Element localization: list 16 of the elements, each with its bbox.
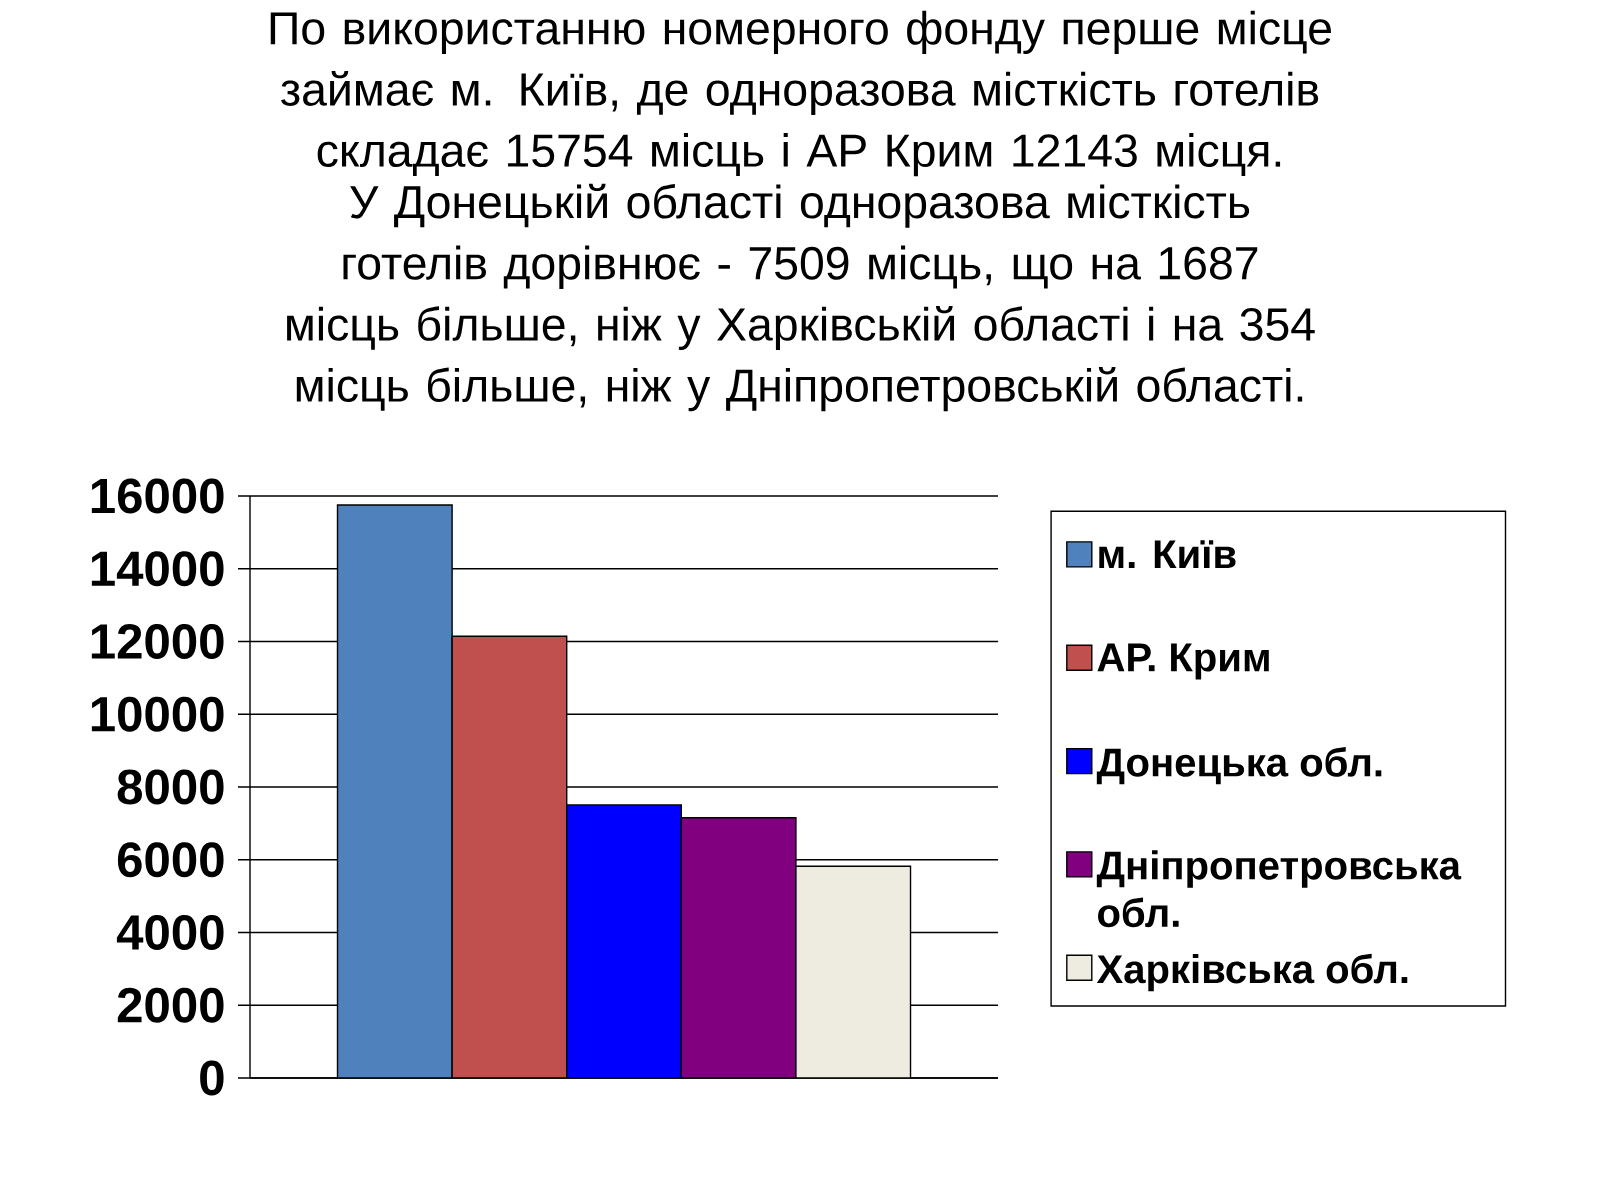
- y-tick-label: 10000: [91, 696, 224, 732]
- y-tick-label: 14000: [91, 551, 224, 587]
- y-tick-label: 16000: [91, 478, 224, 514]
- legend-label: м. Київ: [1099, 540, 1236, 568]
- y-tick-label: 4000: [116, 915, 224, 950]
- chart-title: По використанню номерного фонду перше місце займає м. Київ, де одноразова місткість готелів складає 15754 місць і АР Крим 12143 місця.: [270, 10, 1331, 177]
- chart-subtitle: У Донецькій області одноразова місткість готелів дорівнює - 7509 місць, що на 1687 місць більше, ніж у Харківській області і на 354 місць більше, ніж у Дніпропетровській області.: [287, 183, 1315, 412]
- legend-label: Донецька обл.: [1096, 746, 1382, 785]
- legend-label: Харківська обл.: [1096, 953, 1408, 992]
- legend-label: АР. Крим: [1097, 643, 1269, 680]
- y-tick-label: 8000: [117, 769, 224, 805]
- y-tick-label: 6000: [117, 842, 224, 878]
- legend-label: Дніпропетровська обл.: [1096, 850, 1462, 928]
- y-tick-label: 0: [200, 1060, 224, 1096]
- y-tick-label: 2000: [117, 987, 224, 1023]
- y-tick-label: 12000: [91, 624, 224, 659]
